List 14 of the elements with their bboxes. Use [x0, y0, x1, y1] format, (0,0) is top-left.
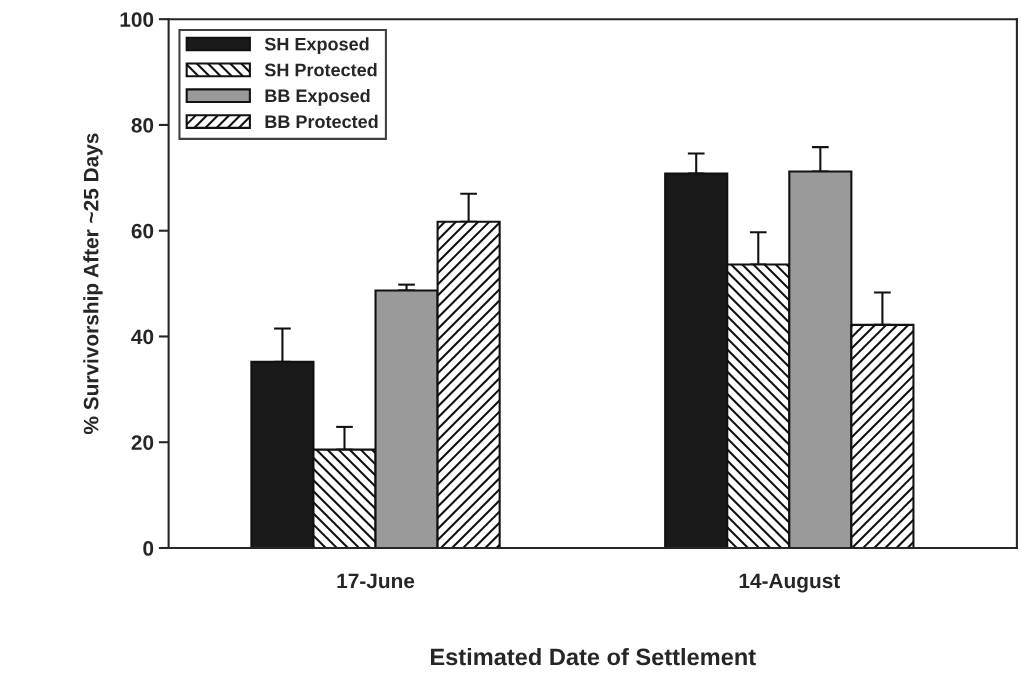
legend-label: SH Protected: [264, 63, 377, 77]
x-tick-label: 14-August: [739, 573, 840, 593]
y-tick-label: 0: [143, 541, 154, 556]
y-axis-title: % Survivorship After ~25 Days: [83, 133, 103, 435]
y-tick-label: 100: [120, 12, 154, 27]
y-tick-label: 80: [131, 117, 154, 133]
legend-label: BB Exposed: [265, 88, 370, 106]
y-tick-label: 20: [131, 435, 154, 450]
y-tick-label: 40: [131, 329, 154, 345]
legend-label: BB Protected: [265, 114, 378, 129]
x-axis-title: Estimated Date of Settlement: [431, 647, 756, 666]
y-tick-label: 60: [131, 223, 154, 239]
x-tick-label: 17-June: [337, 573, 415, 589]
legend-label: SH Exposed: [264, 37, 369, 55]
